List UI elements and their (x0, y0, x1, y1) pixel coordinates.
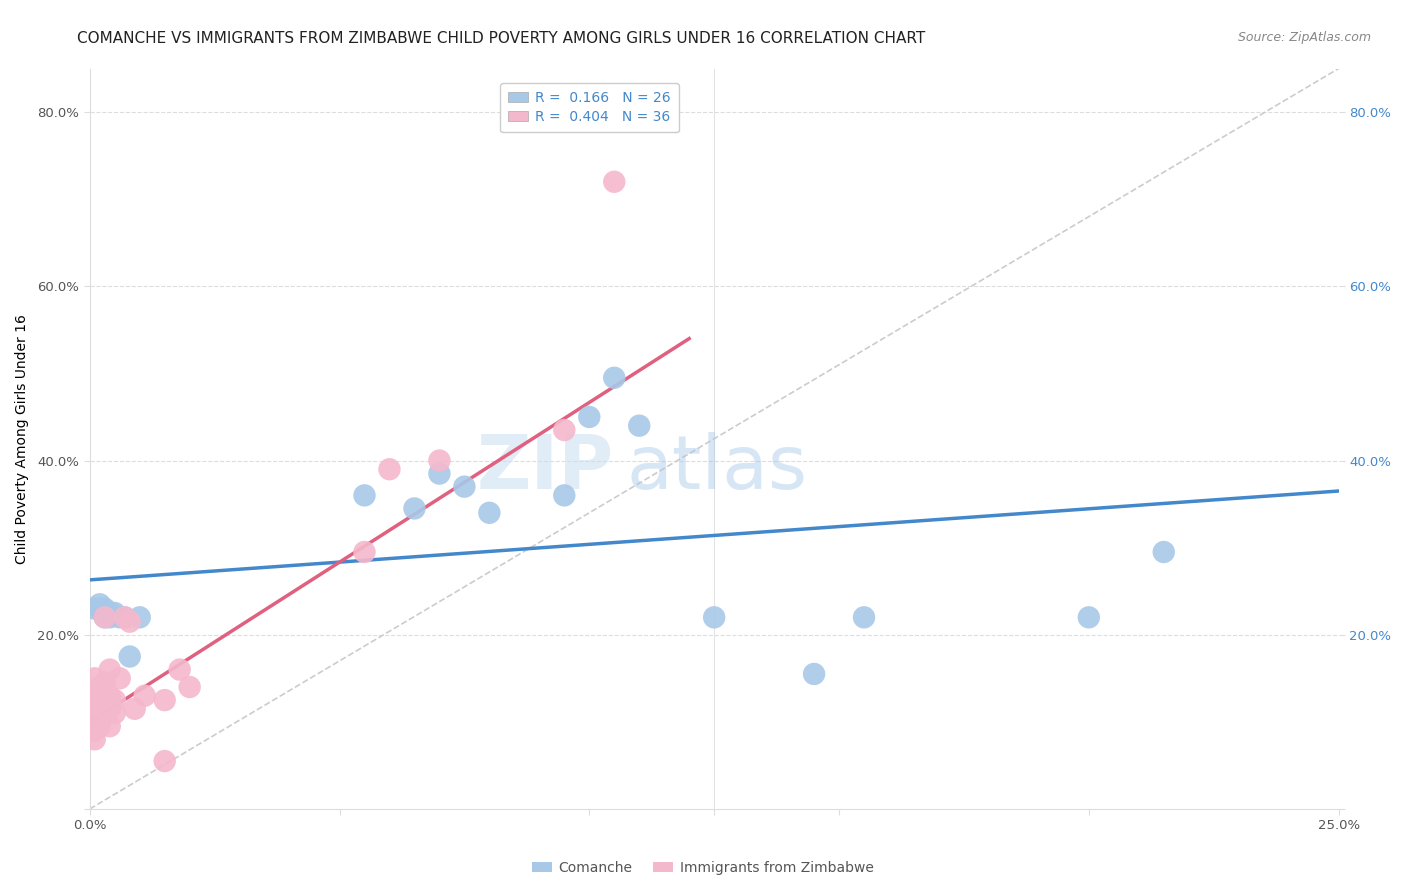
Point (83, 601, 105, 615)
Point (803, 667, 825, 681)
Point (134, 689, 156, 703)
Text: ZIP: ZIP (477, 432, 614, 505)
Point (83, 723, 105, 738)
Point (108, 610, 131, 624)
Text: atlas: atlas (627, 432, 808, 505)
Point (98, 663, 121, 677)
Point (93, 601, 115, 615)
Point (578, 409, 600, 424)
Point (104, 706, 127, 721)
Point (93, 702, 115, 716)
Point (353, 488, 375, 502)
Point (153, 754, 176, 768)
Legend: R =  0.166   N = 26, R =  0.404   N = 36: R = 0.166 N = 26, R = 0.404 N = 36 (501, 83, 679, 132)
Point (104, 693, 127, 707)
Point (89, 601, 111, 615)
Point (83, 698, 105, 712)
Point (453, 480, 475, 494)
Point (853, 610, 876, 624)
Point (93, 693, 115, 707)
Point (169, 663, 191, 677)
Point (179, 680, 201, 694)
Text: COMANCHE VS IMMIGRANTS FROM ZIMBABWE CHILD POVERTY AMONG GIRLS UNDER 16 CORRELAT: COMANCHE VS IMMIGRANTS FROM ZIMBABWE CHI… (77, 31, 925, 46)
Point (93, 610, 115, 624)
Point (353, 545, 375, 559)
Legend: Comanche, Immigrants from Zimbabwe: Comanche, Immigrants from Zimbabwe (527, 855, 879, 880)
Point (108, 671, 131, 685)
Point (118, 615, 141, 629)
Point (429, 467, 451, 481)
Point (98, 719, 121, 733)
Y-axis label: Child Poverty Among Girls Under 16: Child Poverty Among Girls Under 16 (15, 314, 30, 564)
Point (83, 732, 105, 747)
Point (89, 680, 111, 694)
Point (98, 702, 121, 716)
Point (404, 501, 426, 516)
Point (378, 462, 401, 476)
Point (89, 706, 111, 721)
Point (98, 606, 121, 620)
Point (89, 714, 111, 729)
Point (703, 610, 725, 624)
Point (89, 693, 111, 707)
Point (553, 423, 575, 437)
Point (89, 719, 111, 733)
Point (98, 689, 121, 703)
Point (429, 453, 451, 467)
Point (153, 693, 176, 707)
Point (603, 371, 626, 385)
Point (83, 671, 105, 685)
Point (553, 488, 575, 502)
Point (118, 649, 141, 664)
Point (124, 702, 146, 716)
Point (628, 418, 651, 433)
Point (83, 710, 105, 724)
Point (104, 606, 127, 620)
Point (98, 698, 121, 712)
Point (93, 610, 115, 624)
Point (93, 675, 115, 690)
Text: Source: ZipAtlas.com: Source: ZipAtlas.com (1237, 31, 1371, 45)
Point (1153, 545, 1175, 559)
Point (89, 597, 111, 611)
Point (98, 610, 121, 624)
Point (603, 175, 626, 189)
Point (114, 610, 136, 624)
Point (1077, 610, 1099, 624)
Point (478, 506, 501, 520)
Point (114, 610, 136, 624)
Point (128, 610, 150, 624)
Point (83, 684, 105, 698)
